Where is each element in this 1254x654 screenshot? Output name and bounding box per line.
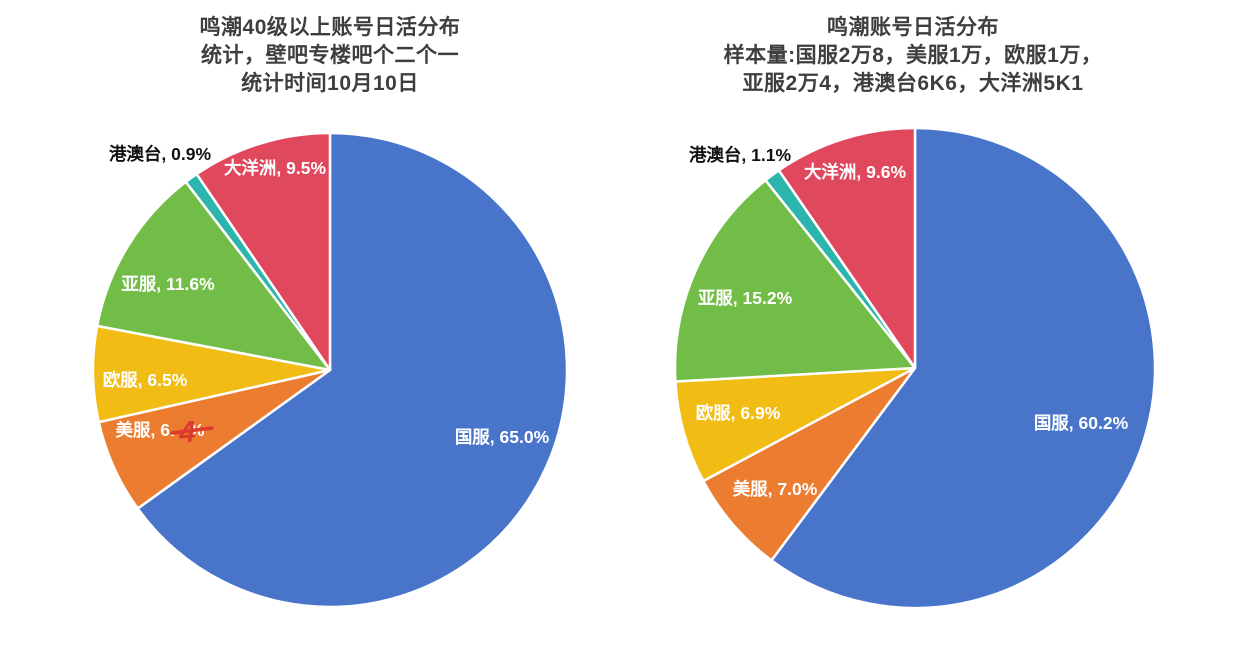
chart-title-right: 鸣潮账号日活分布 样本量:国服2万8，美服1万，欧服1万， 亚服2万4，港澳台6…: [633, 14, 1193, 98]
slice-label-2: 欧服, 6.9%: [696, 403, 781, 423]
pie-slice-1: [702, 366, 917, 562]
slice-label-4: 港澳台, 0.9%: [109, 144, 212, 164]
slice-label-5: 大洋洲, 9.5%: [224, 158, 327, 178]
pie-slice-2: [674, 366, 917, 483]
handwritten-strikethrough: [170, 426, 214, 435]
pie-chart-right: 国服, 60.2% 美服, 7.0% 欧服, 6.9% 亚服, 15.2% 港澳台, 1…: [673, 126, 1157, 610]
title-line: 统计时间10月10日: [241, 72, 419, 95]
title-line: 鸣潮账号日活分布: [827, 16, 999, 39]
title-line: 统计，壁吧专楼吧个二个一: [201, 44, 459, 67]
pie-slice-3: [95, 180, 332, 372]
slice-label-3: 亚服, 15.2%: [698, 288, 793, 308]
slice-label-1: 美服, 7.0%: [733, 479, 818, 499]
slice-label-0: 国服, 65.0%: [455, 427, 550, 447]
pie-slice-0: [136, 131, 569, 609]
pie-chart-left: 国服, 65.0%美服, 6. %4欧服, 6.5%亚服, 11.6%港澳台, 0…: [91, 131, 569, 609]
title-line: 亚服2万4，港澳台6K6，大洋洲5K1: [742, 72, 1084, 95]
chart-title-left: 鸣潮40级以上账号日活分布 统计，壁吧专楼吧个二个一 统计时间10月10日: [40, 14, 620, 98]
slice-label-4: 港澳台, 1.1%: [689, 145, 792, 165]
title-line: 鸣潮40级以上账号日活分布: [199, 16, 461, 39]
pie-slice-0: [770, 126, 1157, 610]
pie-slice-3: [673, 178, 917, 383]
pie-slice-5: [195, 131, 332, 372]
slice-label-5: 大洋洲, 9.6%: [804, 162, 907, 182]
slice-label-3: 亚服, 11.6%: [121, 274, 215, 294]
title-line: 样本量:国服2万8，美服1万，欧服1万，: [723, 44, 1103, 67]
slice-label-2: 欧服, 6.5%: [103, 370, 188, 390]
slice-label-0: 国服, 60.2%: [1034, 413, 1129, 433]
pie-slice-5: [777, 126, 917, 370]
